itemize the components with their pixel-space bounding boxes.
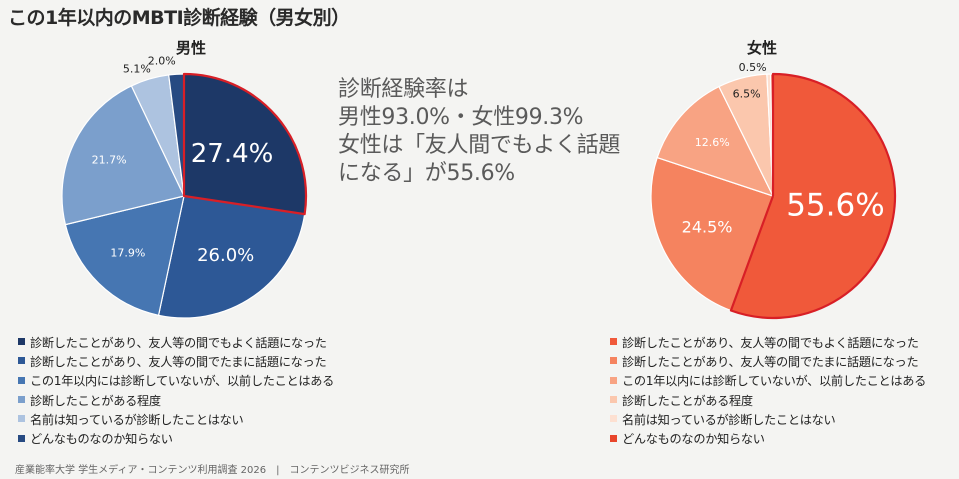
legend-item: 診断したことがあり、友人等の間でたまに話題になった [18,351,334,370]
male-chart-title: 男性 [176,39,207,57]
female-pie-slice [656,85,775,198]
legend-item: 診断したことがあり、友人等の間でたまに話題になった [610,351,926,370]
summary-line: 男性93.0%・女性99.3% [338,105,584,130]
page-title: この1年以内のMBTI診断経験（男女別） [8,7,350,29]
legend-label: どんなものなのか知らない [30,432,173,447]
legend-label: どんなものなのか知らない [622,432,765,447]
male-pie-slice [157,195,306,319]
legend-item: 名前は知っているが診断したことはない [18,409,334,428]
legend-item: どんなものなのか知らない [610,428,926,447]
legend-label: 診断したことがあり、友人等の間でもよく話題になった [30,335,327,350]
male-pie-slice [61,85,185,226]
legend-swatch [610,415,617,423]
female-pie-slice [650,156,774,312]
legend-swatch [610,338,617,346]
legend-label: 診断したことがある程度 [622,393,753,408]
legend-label: この1年以内には診断していないが、以前したことはある [622,374,927,389]
legend-item: この1年以内には診断していないが、以前したことはある [18,371,334,390]
legend-item: 診断したことがある程度 [18,390,334,409]
data-label: 5.1% [123,63,151,76]
data-label: 2.0% [148,54,176,67]
data-label: 17.9% [110,247,145,260]
legend-label: 名前は知っているが診断したことはない [622,412,836,427]
legend-item: 診断したことがあり、友人等の間でもよく話題になった [610,332,926,351]
legend-swatch [18,376,25,384]
data-label: 24.5% [682,217,733,236]
legend-swatch [610,376,617,384]
legend-swatch [18,396,25,404]
legend-item: 診断したことがある程度 [610,390,926,409]
legend-label: 診断したことがある程度 [30,393,161,408]
legend-label: この1年以内には診断していないが、以前したことはある [30,374,335,389]
legend-label: 診断したことがあり、友人等の間でたまに話題になった [30,354,327,369]
highlight-outline [182,72,308,216]
legend-swatch [18,338,25,346]
data-label: 26.0% [197,245,254,266]
legend-swatch [610,396,617,404]
female-chart-title: 女性 [747,39,778,57]
female-legend: 診断したことがあり、友人等の間でもよく話題になった 診断したことがあり、友人等の間… [610,332,926,448]
legend-item: 名前は知っているが診断したことはない [610,409,926,428]
legend-swatch [18,434,25,442]
legend-swatch [18,357,25,365]
legend-label: 診断したことがあり、友人等の間でもよく話題になった [622,335,919,350]
summary-text: 診断経験率は 男性93.0%・女性99.3% 女性は「友人間でもよく話題 になる… [338,76,620,188]
male-legend: 診断したことがあり、友人等の間でもよく話題になった 診断したことがあり、友人等の間… [18,332,334,448]
legend-swatch [18,415,25,423]
legend-item: 診断したことがあり、友人等の間でもよく話題になった [18,332,334,351]
legend-item: どんなものなのか知らない [18,428,334,447]
highlight-outline [729,72,897,320]
pie-charts: 27.4% 26.0% 17.9% 21.7% 5.1%2.0% 55.6% 24.5% 12… [61,54,897,320]
legend-swatch [610,434,617,442]
data-label: 6.5% [733,87,761,100]
legend-label: 診断したことがあり、友人等の間でたまに話題になった [622,354,919,369]
legend-label: 名前は知っているが診断したことはない [30,412,244,427]
data-label: 21.7% [92,153,127,166]
data-label: 0.5% [739,61,767,74]
summary-line: 女性は「友人間でもよく話題 [338,133,621,158]
summary-line: 診断経験率は [338,77,469,102]
data-label: 27.4% [191,139,274,169]
male-pie-slice [64,195,185,317]
footer-source: 産業能率大学 学生メディア・コンテンツ利用調査 2026 | コンテンツビジネス… [15,465,410,476]
legend-item: この1年以内には診断していないが、以前したことはある [610,371,926,390]
data-label: 55.6% [786,188,884,224]
data-label: 12.6% [695,136,730,149]
legend-swatch [610,357,617,365]
summary-line: になる」が55.6% [338,161,515,186]
